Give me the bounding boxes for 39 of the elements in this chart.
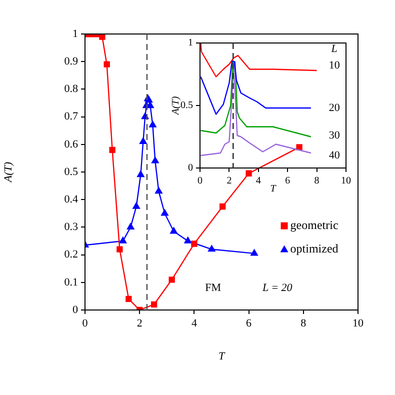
- y-tick-label: 1: [188, 38, 193, 49]
- series-label: 40: [328, 149, 340, 162]
- y-tick-label: 0.7: [64, 110, 78, 123]
- x-axis-title: T: [270, 184, 278, 195]
- x-tick-label: 6: [285, 176, 290, 187]
- annotation: L = 20: [261, 282, 293, 294]
- y-tick-label: 0.2: [64, 248, 78, 261]
- annotation: FM: [205, 282, 222, 294]
- y-tick-label: 0.3: [64, 221, 78, 234]
- y-tick-label: 0: [188, 162, 193, 174]
- y-tick-label: 0.8: [64, 83, 78, 96]
- legend-label: geometric: [290, 218, 338, 232]
- y-tick-label: 0.4: [64, 193, 78, 206]
- y-tick-label: 0.6: [64, 138, 78, 150]
- x-tick-label: 8: [314, 176, 320, 187]
- legend-label: optimized: [290, 241, 338, 256]
- series-label: 20: [328, 102, 340, 114]
- x-tick-label: 4: [256, 176, 261, 187]
- x-tick-label: 0: [82, 317, 88, 330]
- x-tick-label: 10: [352, 317, 364, 330]
- x-tick-label: 4: [191, 317, 198, 330]
- x-tick-label: 6: [246, 317, 252, 330]
- y-tick-label: 0.9: [64, 55, 78, 68]
- y-tick-label: 0.5: [180, 100, 193, 112]
- x-axis-title: T: [218, 350, 226, 362]
- x-tick-label: 2: [136, 317, 142, 330]
- y-tick-label: 0.1: [64, 276, 78, 288]
- x-tick-label: 2: [226, 176, 232, 187]
- y-axis-title: A(T): [170, 96, 182, 116]
- x-tick-label: 10: [341, 176, 351, 187]
- y-tick-label: 0.5: [64, 166, 78, 178]
- legend-title: L: [330, 43, 338, 56]
- x-tick-label: 0: [198, 176, 202, 187]
- y-tick-label: 0: [72, 304, 78, 316]
- y-tick-label: 1: [72, 28, 78, 40]
- y-axis-title: A(T): [2, 162, 14, 184]
- series-label: 10: [328, 59, 340, 72]
- series-label: 30: [328, 129, 340, 142]
- x-tick-label: 8: [300, 317, 307, 330]
